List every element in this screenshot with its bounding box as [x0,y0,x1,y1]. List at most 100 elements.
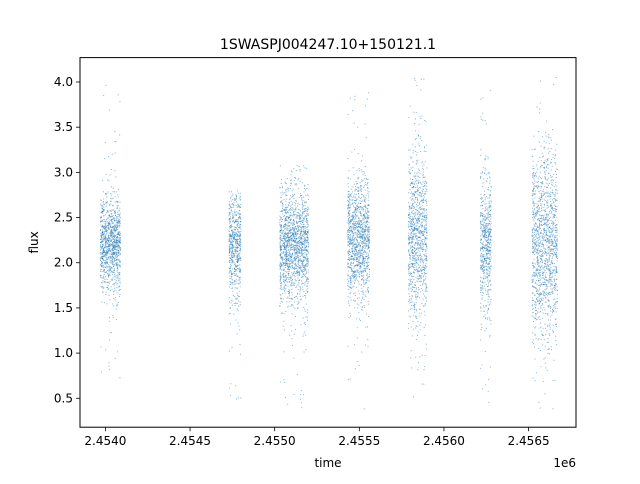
data-point [357,226,359,228]
data-point [358,168,360,170]
data-point [367,287,369,289]
data-point [351,235,353,237]
data-point [356,238,357,240]
data-point [101,226,103,228]
data-point [304,230,306,232]
data-point [117,254,119,256]
data-point [103,247,105,249]
data-point [305,194,307,196]
data-point [240,198,242,200]
data-point [300,233,302,235]
data-point [356,303,358,305]
data-point [358,264,360,266]
data-point [355,228,356,230]
data-point [234,266,236,268]
data-point [300,267,302,269]
data-point [239,301,241,303]
data-point [305,297,307,299]
data-point [281,226,283,228]
data-point [114,228,116,230]
data-point [363,198,365,200]
data-point [115,263,117,265]
data-point [300,298,302,300]
data-point [286,227,288,229]
data-point [357,229,359,231]
data-point [229,267,231,269]
data-point [361,220,363,222]
data-point [305,233,307,235]
data-point [280,297,282,299]
data-point [285,249,287,251]
data-point [354,95,356,97]
data-point [285,241,287,243]
data-point [426,286,428,288]
data-point [116,227,118,229]
data-point [112,259,114,261]
data-point [300,289,302,291]
data-point [349,312,351,314]
data-point [287,259,289,261]
data-point [239,271,241,273]
data-point [286,255,288,257]
data-point [106,229,108,231]
data-point [348,243,350,245]
data-point [231,288,233,290]
data-point [288,257,290,259]
data-point [228,218,230,220]
data-point [302,295,304,297]
data-point [304,245,306,247]
data-point [301,239,303,241]
data-point [239,236,241,238]
data-point [413,219,415,221]
data-point [301,276,303,278]
data-point [355,210,357,212]
data-point [352,202,354,204]
data-point [347,211,349,213]
data-point [354,368,356,370]
data-point [297,179,299,181]
data-point [363,222,365,224]
data-point [363,171,365,173]
data-point [290,215,292,217]
data-point [352,239,354,241]
data-point [420,291,422,293]
data-point [355,217,357,219]
data-point [279,244,281,246]
data-point [364,230,366,232]
data-point [358,273,360,275]
data-point [114,278,116,280]
data-point [353,285,355,287]
data-point [426,246,428,248]
data-point [104,271,106,273]
data-point [110,269,112,271]
data-point [298,270,300,272]
data-point [115,240,117,242]
data-point [353,267,355,269]
data-point [229,208,231,210]
data-point [292,216,294,218]
data-point [364,257,366,259]
data-point [361,278,363,280]
data-point [297,248,299,250]
data-point [426,232,428,234]
data-point [234,226,236,228]
data-point [289,263,291,265]
data-point [423,305,425,307]
data-point [408,216,410,218]
data-point [365,230,367,232]
data-point [233,262,235,264]
data-point [426,209,428,211]
data-point [348,244,350,246]
data-point [117,245,119,247]
data-point [410,234,412,236]
data-point [364,217,366,219]
data-point [113,222,115,224]
data-point [231,300,233,302]
data-point [235,258,237,260]
data-point [412,251,414,253]
data-point [287,226,289,228]
data-point [366,207,368,209]
data-point [298,260,300,262]
data-point [354,344,356,346]
data-point [347,230,349,232]
